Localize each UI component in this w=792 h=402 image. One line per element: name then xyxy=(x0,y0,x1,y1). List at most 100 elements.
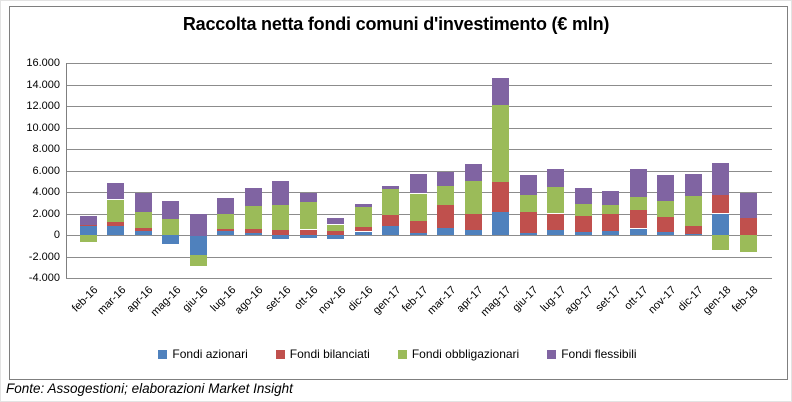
gridline xyxy=(66,171,772,172)
bar-segment-fondi-bilanciati xyxy=(685,225,702,234)
bar-segment-fondi-bilanciati xyxy=(300,230,317,235)
bar-segment-fondi-bilanciati xyxy=(465,214,482,230)
bar-segment-fondi-azionari xyxy=(547,230,564,235)
y-axis-tick-label: -4.000 xyxy=(28,272,60,284)
bar-segment-fondi-azionari xyxy=(80,226,97,235)
gridline xyxy=(66,257,772,258)
gridline xyxy=(66,235,772,236)
bar-segment-fondi-flessibili xyxy=(107,183,124,199)
bar-segment-fondi-flessibili xyxy=(272,181,289,205)
bar-segment-fondi-bilanciati xyxy=(547,214,564,230)
bar-segment-fondi-obbligazionari xyxy=(602,205,619,214)
bar-segment-fondi-flessibili xyxy=(80,216,97,225)
bar-segment-fondi-bilanciati xyxy=(135,228,152,231)
gridline xyxy=(66,106,772,107)
bar-segment-fondi-flessibili xyxy=(575,188,592,204)
bar-segment-fondi-flessibili xyxy=(217,198,234,214)
source-note: Fonte: Assogestioni; elaborazioni Market… xyxy=(6,381,293,396)
bar-segment-fondi-obbligazionari xyxy=(575,204,592,216)
bar-segment-fondi-azionari xyxy=(630,229,647,235)
y-axis-tick-label: -2.000 xyxy=(28,251,60,263)
bar-segment-fondi-azionari xyxy=(107,226,124,235)
y-axis-tick-label: 2.000 xyxy=(32,208,60,220)
y-axis-tick-label: 6.000 xyxy=(32,165,60,177)
legend-label: Fondi bilanciati xyxy=(289,347,370,361)
bar-segment-fondi-azionari xyxy=(272,235,289,239)
gridline xyxy=(66,278,772,279)
bar-segment-fondi-flessibili xyxy=(657,175,674,201)
legend-swatch-icon xyxy=(158,349,168,359)
legend-label: Fondi obbligazionari xyxy=(411,347,520,361)
bar-segment-fondi-azionari xyxy=(190,235,207,255)
bar-segment-fondi-obbligazionari xyxy=(382,189,399,215)
legend-item: Fondi azionari xyxy=(158,347,248,361)
bar-segment-fondi-obbligazionari xyxy=(410,194,427,221)
bar-segment-fondi-flessibili xyxy=(685,174,702,196)
bar-segment-fondi-flessibili xyxy=(327,218,344,224)
bar-segment-fondi-obbligazionari xyxy=(300,202,317,229)
gridline xyxy=(66,128,772,129)
bar-segment-fondi-obbligazionari xyxy=(272,205,289,230)
bar-segment-fondi-bilanciati xyxy=(80,225,97,226)
bar-segment-fondi-azionari xyxy=(492,212,509,235)
bar-segment-fondi-azionari xyxy=(217,231,234,235)
y-axis-tick-label: 12.000 xyxy=(26,100,60,112)
bar-segment-fondi-azionari xyxy=(712,214,729,236)
bar-segment-fondi-azionari xyxy=(245,233,262,235)
bar-segment-fondi-obbligazionari xyxy=(740,235,757,252)
bar-segment-fondi-flessibili xyxy=(135,193,152,212)
bar-segment-fondi-flessibili xyxy=(382,186,399,189)
bar-segment-fondi-flessibili xyxy=(410,174,427,193)
legend-item: Fondi obbligazionari xyxy=(397,347,520,361)
legend-item: Fondi flessibili xyxy=(547,347,637,361)
bar-segment-fondi-flessibili xyxy=(437,172,454,186)
bar-segment-fondi-obbligazionari xyxy=(80,235,97,242)
bar-segment-fondi-obbligazionari xyxy=(685,196,702,226)
bar-segment-fondi-azionari xyxy=(657,232,674,235)
legend: Fondi azionari Fondi bilanciati Fondi obbl… xyxy=(9,347,786,361)
bar-segment-fondi-azionari xyxy=(300,235,317,238)
bar-segment-fondi-azionari xyxy=(575,232,592,235)
bar-segment-fondi-flessibili xyxy=(465,164,482,181)
bar-segment-fondi-bilanciati xyxy=(217,229,234,231)
y-axis-tick-label: 4.000 xyxy=(32,186,60,198)
bar-segment-fondi-obbligazionari xyxy=(162,219,179,235)
bar-segment-fondi-obbligazionari xyxy=(712,235,729,250)
bar-segment-fondi-azionari xyxy=(162,235,179,244)
gridline xyxy=(66,85,772,86)
bar-segment-fondi-flessibili xyxy=(245,188,262,206)
bar-segment-fondi-bilanciati xyxy=(630,210,647,228)
bar-segment-fondi-flessibili xyxy=(740,193,757,218)
bar-segment-fondi-azionari xyxy=(437,228,454,235)
bar-segment-fondi-obbligazionari xyxy=(245,205,262,229)
legend-label: Fondi azionari xyxy=(172,347,248,361)
bar-segment-fondi-azionari xyxy=(685,234,702,235)
bar-segment-fondi-obbligazionari xyxy=(547,187,564,213)
chart-title: Raccolta netta fondi comuni d'investimen… xyxy=(182,14,610,34)
bar-segment-fondi-azionari xyxy=(355,232,372,235)
bar-segment-fondi-obbligazionari xyxy=(107,200,124,222)
bar-segment-fondi-obbligazionari xyxy=(135,212,152,228)
bar-segment-fondi-bilanciati xyxy=(657,217,674,232)
bar-segment-fondi-obbligazionari xyxy=(190,255,207,266)
bar-segment-fondi-bilanciati xyxy=(327,231,344,235)
bar-segment-fondi-obbligazionari xyxy=(657,201,674,217)
legend-swatch-icon xyxy=(547,349,557,359)
bar-segment-fondi-bilanciati xyxy=(272,230,289,235)
y-axis-tick-label: 8.000 xyxy=(32,143,60,155)
bar-segment-fondi-obbligazionari xyxy=(520,195,537,212)
bar-segment-fondi-obbligazionari xyxy=(437,186,454,205)
legend-item: Fondi bilanciati xyxy=(275,347,370,361)
bar-segment-fondi-bilanciati xyxy=(575,216,592,232)
gridline xyxy=(66,149,772,150)
bar-segment-fondi-obbligazionari xyxy=(355,207,372,227)
bar-segment-fondi-flessibili xyxy=(300,193,317,202)
bar-segment-fondi-bilanciati xyxy=(602,214,619,231)
bar-segment-fondi-azionari xyxy=(410,233,427,235)
bar-segment-fondi-bilanciati xyxy=(492,182,509,212)
legend-swatch-icon xyxy=(397,349,407,359)
bar-segment-fondi-flessibili xyxy=(162,201,179,219)
bar-segment-fondi-flessibili xyxy=(355,204,372,207)
bar-segment-fondi-bilanciati xyxy=(245,229,262,233)
